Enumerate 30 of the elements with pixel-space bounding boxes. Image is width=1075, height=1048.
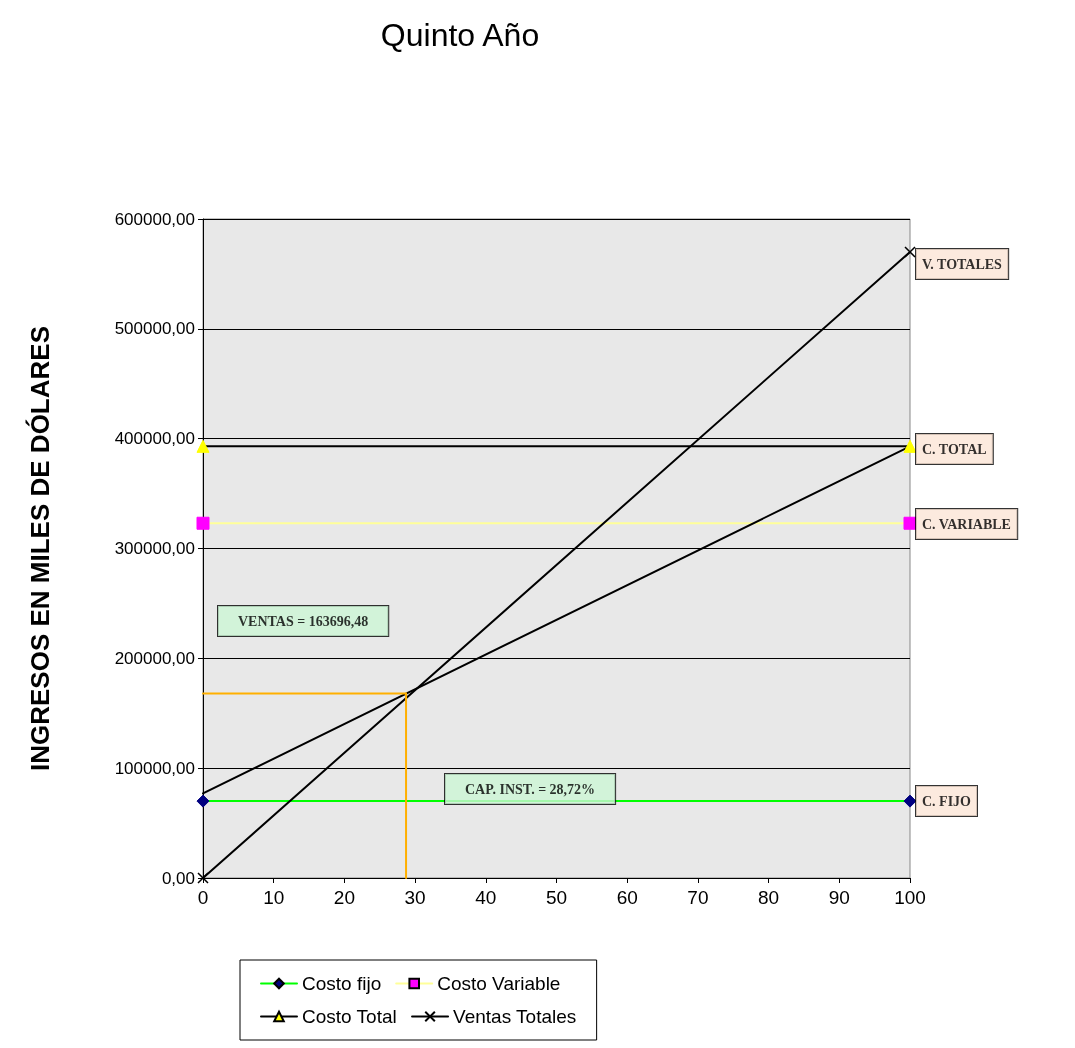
x-tick-label: 40 bbox=[475, 887, 497, 908]
text: V. TOTALES bbox=[922, 256, 1003, 272]
x-tick-label: 30 bbox=[404, 887, 426, 908]
x-tick-label: 20 bbox=[333, 887, 355, 908]
y-tick-label: 400000,00 bbox=[114, 429, 195, 449]
legend-label: Ventas Totales bbox=[453, 1006, 577, 1027]
y-tick-label: 100000,00 bbox=[114, 758, 195, 778]
text: C. TOTAL bbox=[922, 441, 987, 457]
x-tick-label: 100 bbox=[894, 887, 926, 908]
chart-title: Quinto Año bbox=[380, 17, 540, 53]
x-tick-label: 90 bbox=[828, 887, 850, 908]
x-tick-label: 70 bbox=[687, 887, 709, 908]
y-tick-label: 600000,00 bbox=[114, 209, 195, 229]
x-tick-label: 80 bbox=[758, 887, 780, 908]
legend-label: Costo Variable bbox=[437, 973, 561, 994]
y-axis-title: INGRESOS EN MILES DE DÓLARES bbox=[25, 326, 55, 771]
y-tick-label: 300000,00 bbox=[114, 539, 195, 558]
annotation: VENTAS = 163696,48 bbox=[238, 613, 369, 629]
x-tick-label: 60 bbox=[616, 887, 638, 908]
text: C. VARIABLE bbox=[922, 516, 1011, 532]
legend-label: Costo fijo bbox=[302, 973, 382, 994]
annotation: CAP. INST. = 28,72% bbox=[465, 781, 596, 797]
y-tick-label: 200000,00 bbox=[114, 648, 195, 668]
y-tick-label: 500000,00 bbox=[114, 319, 195, 339]
legend-label: Costo Total bbox=[302, 1006, 397, 1027]
text: C. FIJO bbox=[922, 793, 972, 809]
x-tick-label: 50 bbox=[545, 887, 568, 908]
x-tick-label: 0 bbox=[197, 887, 209, 908]
x-tick-label: 10 bbox=[263, 887, 285, 908]
y-tick-label: 0,00 bbox=[161, 868, 195, 888]
